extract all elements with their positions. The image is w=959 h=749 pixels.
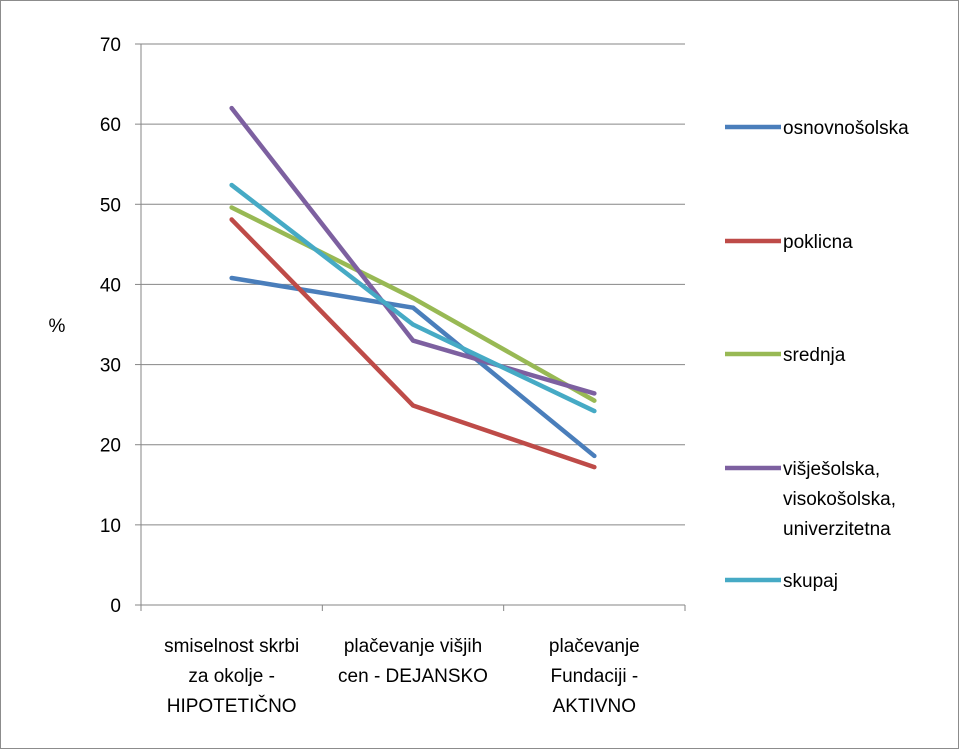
y-axis-label: % [49, 316, 66, 337]
series-line [229, 205, 597, 403]
data-point [592, 465, 597, 470]
x-category-label-line: Fundaciji - [551, 666, 639, 687]
data-point [229, 217, 234, 222]
x-category-labels: smiselnost skrbi za okolje - HIPOTETIČNO pl… [164, 636, 640, 717]
data-point [229, 276, 234, 281]
legend-label-line: srednja [783, 345, 846, 366]
series-line [229, 275, 597, 459]
series-line [229, 217, 597, 470]
data-point [411, 322, 415, 327]
x-category-label: plačevanje višjih cen - DEJANSKO [338, 636, 488, 687]
series-line [229, 105, 597, 396]
data-point [592, 453, 597, 458]
y-tick-label: 30 [100, 356, 121, 377]
data-point [592, 398, 597, 403]
y-tick-label: 60 [100, 115, 121, 136]
data-point [411, 403, 415, 408]
legend-label-line: osnovnošolska [783, 118, 909, 139]
legend-label-line: visokošolska, [783, 489, 896, 510]
legend-label: višješolska, visokošolska, univerzitetna [783, 459, 896, 540]
y-tick-label: 50 [100, 195, 121, 216]
legend-label: osnovnošolska [783, 118, 909, 139]
x-category-label-line: za okolje - [188, 666, 275, 687]
y-tick-label: 10 [100, 516, 121, 537]
legend-label-line: univerzitetna [783, 519, 891, 540]
legend-label: poklicna [783, 232, 853, 253]
data-point [411, 338, 415, 343]
x-category-label-line: plačevanje [549, 636, 640, 657]
data-point [411, 296, 415, 301]
legend-label-line: skupaj [783, 571, 838, 592]
gridlines [141, 43, 685, 526]
data-point [229, 106, 234, 111]
y-tick-label: 70 [100, 35, 121, 56]
y-tick-label: 40 [100, 275, 121, 296]
x-category-label-line: AKTIVNO [553, 696, 636, 717]
data-point [411, 305, 415, 310]
x-category-label-line: plačevanje višjih [344, 636, 482, 657]
data-point [229, 183, 234, 188]
data-point [592, 391, 597, 396]
legend: osnovnošolska poklicna srednja višješolska,… [725, 118, 909, 592]
legend-label-line: višješolska, [783, 459, 880, 480]
data-point [229, 205, 234, 210]
series-lines [229, 105, 597, 470]
x-category-label: plačevanje Fundaciji - AKTIVNO [549, 636, 640, 717]
y-tick-labels: 0 10 20 30 40 50 60 70 [100, 35, 121, 617]
legend-label: skupaj [783, 571, 838, 592]
x-category-label: smiselnost skrbi za okolje - HIPOTETIČNO [164, 636, 299, 717]
x-category-label-line: cen - DEJANSKO [338, 666, 488, 687]
axes [135, 43, 686, 611]
x-category-label-line: HIPOTETIČNO [167, 695, 297, 717]
y-tick-label: 20 [100, 436, 121, 457]
y-tick-label: 0 [110, 596, 121, 617]
legend-label-line: poklicna [783, 232, 853, 253]
legend-label: srednja [783, 345, 846, 366]
x-category-label-line: smiselnost skrbi [164, 636, 299, 657]
data-point [592, 409, 597, 414]
